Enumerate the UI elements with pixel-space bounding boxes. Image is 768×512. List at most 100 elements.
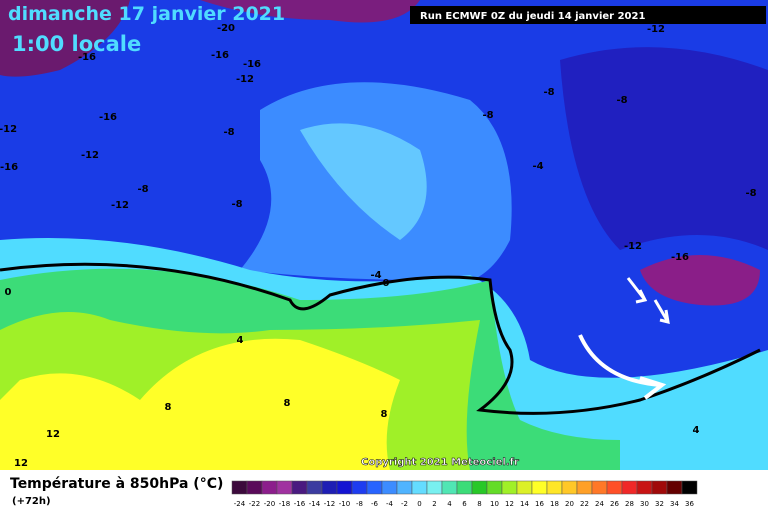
colorbar-tick-label: 10 — [490, 500, 499, 508]
colorbar-cell — [501, 480, 518, 495]
colorbar-cell — [381, 480, 398, 495]
colorbar-cell — [231, 480, 248, 495]
colorbar-tick-label: -4 — [386, 500, 394, 508]
colorbar-cell — [351, 480, 368, 495]
colorbar-tick-label: -22 — [249, 500, 260, 508]
contour-label: 0 — [5, 287, 12, 298]
colorbar-tick-label: 20 — [565, 500, 574, 508]
colorbar-cell — [306, 480, 323, 495]
colorbar-cell — [441, 480, 458, 495]
contour-label: -12 — [624, 241, 642, 252]
cold-area — [560, 47, 768, 251]
colorbar-tick-label: -12 — [324, 500, 335, 508]
contour-label: -16 — [243, 59, 261, 70]
map-title: dimanche 17 janvier 2021 — [8, 3, 285, 25]
contour-label: -16 — [78, 52, 96, 63]
contour-label: 4 — [693, 425, 700, 436]
contour-labels: -16 -20 -16 -16 -12 -16 -12 -12 -16 -8 -… — [0, 23, 757, 469]
colorbar-tick-label: -18 — [279, 500, 290, 508]
contour-label: -16 — [671, 252, 689, 263]
colorbar-tick-label: 30 — [640, 500, 649, 508]
colorbar-cell — [591, 480, 608, 495]
colorbar-cell — [336, 480, 353, 495]
colorbar: -24 -22 -20 -18 -16 -14 -12 -10 -8 -6 -4 -2 0 2 4 6 8 10 1… — [231, 480, 698, 508]
contour-label: -12 — [647, 24, 665, 35]
map-subtitle: 1:00 locale — [12, 32, 141, 56]
colorbar-cell — [651, 480, 668, 495]
colorbar-cell — [471, 480, 488, 495]
run-box — [410, 6, 766, 24]
colorbar-tick-label: 8 — [477, 500, 481, 508]
copyright: Copyright 2021 Meteociel.fr — [361, 457, 519, 468]
arrow — [653, 299, 670, 325]
colorbar-tick-label: 6 — [462, 500, 467, 508]
colorbar-cell — [291, 480, 308, 495]
colorbar-cell — [426, 480, 443, 495]
colorbar-tick-label: -6 — [371, 500, 379, 508]
colorbar-tick-label: 0 — [417, 500, 421, 508]
contour-label: 8 — [381, 409, 388, 420]
colorbar-tick-label: -16 — [294, 500, 306, 508]
map-field — [0, 0, 768, 470]
contour-label: -16 — [211, 50, 229, 61]
contour-label: 12 — [46, 429, 60, 440]
colorbar-cell — [261, 480, 278, 495]
colorbar-tick-label: 36 — [685, 500, 694, 508]
colorbar-tick-label: 2 — [432, 500, 436, 508]
contour-label: -8 — [543, 87, 554, 98]
contour-label: -12 — [236, 74, 254, 85]
contour-label: 8 — [165, 402, 172, 413]
contour-label: -20 — [217, 23, 235, 34]
colorbar-cell — [411, 480, 428, 495]
colorbar-tick-label: -24 — [234, 500, 246, 508]
colorbar-tick-label: -14 — [309, 500, 321, 508]
colorbar-cell — [636, 480, 653, 495]
warm-area — [0, 338, 400, 470]
colorbar-tick-label: 18 — [550, 500, 559, 508]
colorbar-tick-label: 4 — [447, 500, 452, 508]
colorbar-cell — [561, 480, 578, 495]
contour-label: -12 — [0, 124, 17, 135]
colorbar-tick-label: 28 — [625, 500, 634, 508]
contour-label: -8 — [616, 95, 627, 106]
contour-label: -12 — [111, 200, 129, 211]
very-cold-area — [640, 255, 760, 306]
contour-label: 12 — [14, 458, 28, 469]
colorbar-tick-label: -2 — [401, 500, 408, 508]
colorbar-cell — [621, 480, 638, 495]
contour-label: 4 — [237, 335, 244, 346]
colorbar-tick-label: -10 — [339, 500, 350, 508]
colorbar-tick-label: 16 — [535, 500, 544, 508]
contour-label: -8 — [482, 110, 493, 121]
colorbar-cell — [456, 480, 473, 495]
colorbar-tick-label: -20 — [264, 500, 275, 508]
contour-label: 0 — [383, 278, 390, 289]
colorbar-cell — [681, 480, 698, 495]
contour-label: -16 — [0, 162, 18, 173]
run-info: Run ECMWF 0Z du jeudi 14 janvier 2021 — [420, 11, 645, 22]
colorbar-cell — [516, 480, 533, 495]
colorbar-cell — [576, 480, 593, 495]
very-cold-area — [200, 0, 420, 23]
arrow-head — [639, 376, 667, 400]
colorbar-tick-label: 24 — [595, 500, 604, 508]
very-cold-area — [0, 0, 130, 77]
colorbar-tick-label: 34 — [670, 500, 679, 508]
contour-label: -8 — [231, 199, 242, 210]
contour-label: -4 — [370, 270, 381, 281]
colorbar-tick-label: 12 — [505, 500, 514, 508]
colorbar-cell — [396, 480, 413, 495]
arrow — [626, 277, 648, 304]
colorbar-cell — [321, 480, 338, 495]
contour-label: -12 — [81, 150, 99, 161]
contour-label: -8 — [745, 188, 756, 199]
colorbar-cell — [246, 480, 263, 495]
colorbar-tick-label: 26 — [610, 500, 619, 508]
contour-label: -4 — [532, 161, 543, 172]
colorbar-cell — [366, 480, 383, 495]
colorbar-cell — [546, 480, 563, 495]
mild-band — [300, 123, 427, 240]
contour-label: 8 — [284, 398, 291, 409]
